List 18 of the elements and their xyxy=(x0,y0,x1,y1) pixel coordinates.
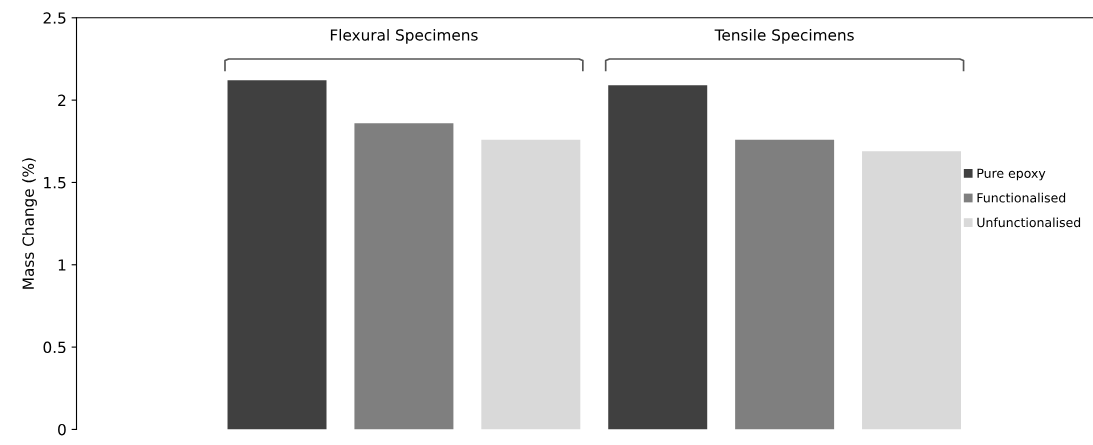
bar xyxy=(227,80,327,430)
y-tick-label: 0 xyxy=(58,423,66,436)
legend-label: Unfunctionalised xyxy=(977,217,1081,228)
y-tick-label: 0.5 xyxy=(43,341,66,354)
legend-label: Pure epoxy xyxy=(977,168,1046,181)
y-tick-label: 1 xyxy=(58,259,66,271)
bar xyxy=(735,139,835,430)
y-tick-label: 2 xyxy=(58,94,66,106)
legend-label: Functionalised xyxy=(977,192,1066,203)
bar xyxy=(481,139,581,430)
y-tick-label: 2.5 xyxy=(43,12,66,24)
y-axis-title: Mass Change (%) xyxy=(22,158,37,289)
bar xyxy=(862,151,962,430)
x-tick-label: Flexural Specimens xyxy=(330,28,478,44)
bar xyxy=(608,85,708,430)
y-tick-label: 1.5 xyxy=(44,177,66,189)
bar xyxy=(354,123,454,430)
x-tick-label: Tensile Specimens xyxy=(714,28,854,44)
